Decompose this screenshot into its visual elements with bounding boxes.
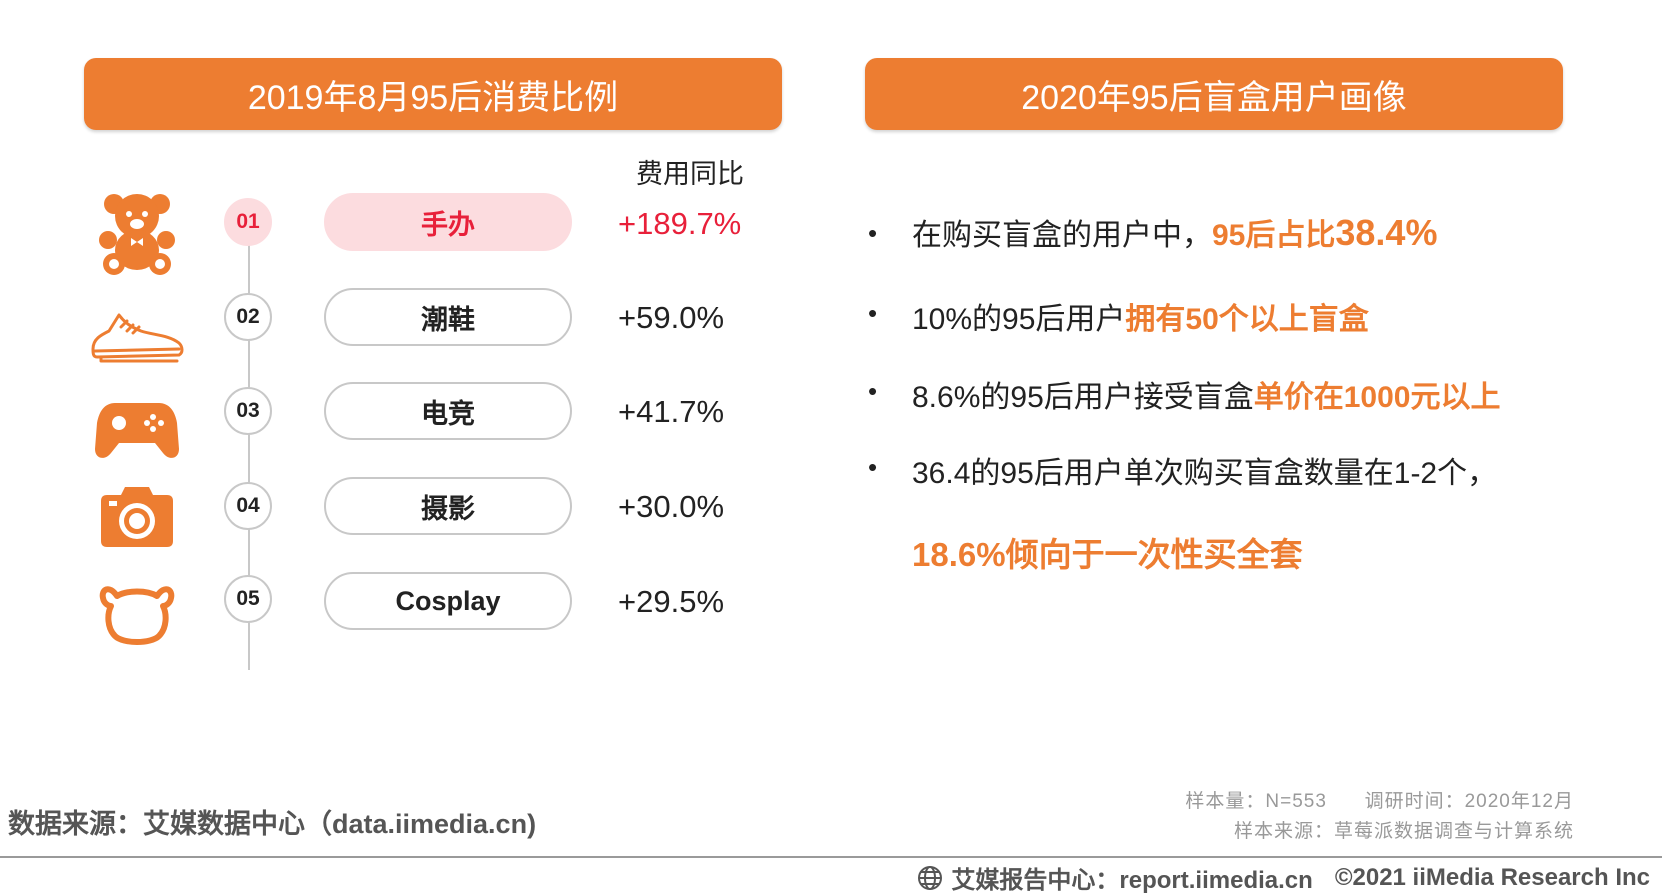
rank-badge: 05 [224, 575, 272, 623]
growth-value: +29.5% [618, 584, 725, 619]
growth-value: +189.7% [618, 206, 742, 241]
gamepad-icon [82, 384, 192, 474]
rank-badge: 01 [224, 198, 272, 246]
category-pill: 手办 [324, 193, 572, 251]
sample-source: 样本来源：草莓派数据调查与计算系统 [1233, 821, 1574, 842]
column-header: 费用同比 [636, 159, 744, 189]
sample-info: 样本量：N=553 调研时间：2020年12月 [1185, 791, 1574, 812]
footer-divider [0, 856, 1662, 858]
left-panel-title: 2019年8月95后消费比例 [84, 58, 782, 130]
globe-icon [918, 865, 943, 890]
growth-value: +30.0% [618, 489, 725, 524]
bullet-marker: • [868, 218, 878, 248]
category-pill: 电竞 [324, 382, 572, 440]
rank-badge: 04 [224, 482, 272, 530]
bullet-continuation: 18.6%倾向于一次性买全套 [912, 536, 1303, 573]
bullet-marker: • [868, 452, 878, 482]
bullet-text: 8.6%的95后用户接受盲盒单价在1000元以上 [912, 381, 1501, 414]
bullet-marker: • [868, 298, 878, 328]
timeline-line [248, 222, 250, 670]
report-link[interactable]: 艾媒报告中心：report.iimedia.cn [951, 867, 1313, 894]
category-pill: 潮鞋 [324, 288, 572, 346]
sneaker-icon [82, 290, 192, 380]
growth-value: +59.0% [618, 300, 725, 335]
category-pill: Cosplay [324, 572, 572, 630]
category-pill: 摄影 [324, 477, 572, 535]
bear-head-icon [82, 568, 192, 658]
bullet-text: 36.4的95后用户单次购买盲盒数量在1-2个， [912, 457, 1498, 490]
growth-value: +41.7% [618, 394, 725, 429]
right-panel-title: 2020年95后盲盒用户画像 [865, 58, 1563, 130]
bullet-marker: • [868, 376, 878, 406]
data-source: 数据来源：艾媒数据中心（data.iimedia.cn) [8, 809, 537, 839]
camera-icon [82, 470, 192, 560]
teddy-bear-icon [82, 188, 192, 278]
bullet-text: 在购买盲盒的用户中，95后占比38.4% [912, 212, 1438, 253]
rank-badge: 02 [224, 293, 272, 341]
rank-badge: 03 [224, 387, 272, 435]
copyright: ©2021 iiMedia Research Inc [1334, 863, 1650, 891]
bullet-text: 10%的95后用户拥有50个以上盲盒 [912, 303, 1369, 336]
footer-bar: 艾媒报告中心：report.iimedia.cn ©2021 iiMedia R… [917, 860, 1650, 895]
